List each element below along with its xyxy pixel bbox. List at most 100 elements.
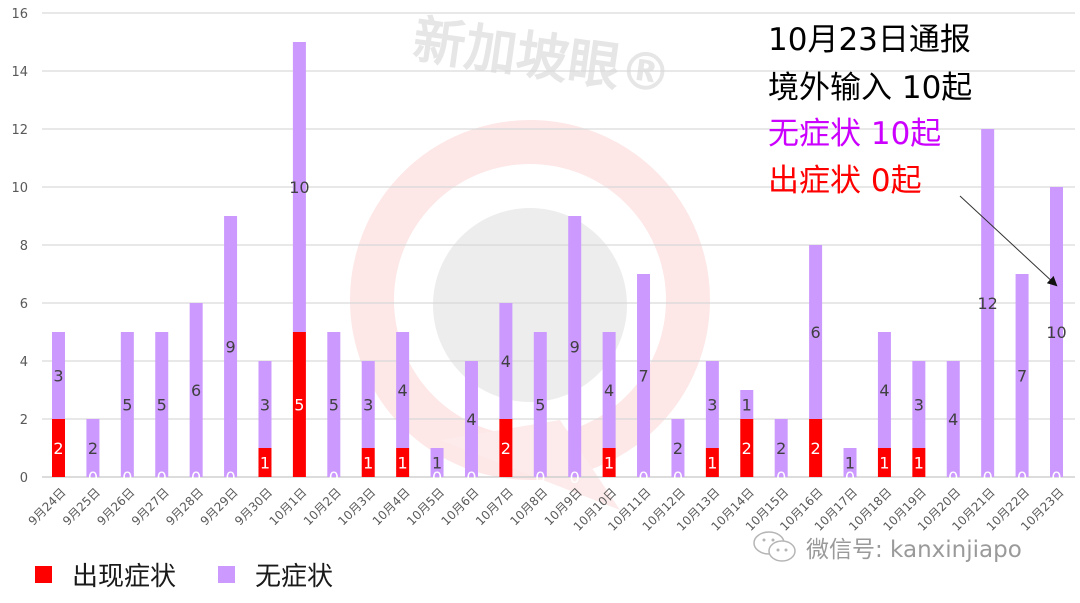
legend-item-symptomatic: 出现症状 [35, 556, 176, 593]
data-label-asymptomatic: 3 [914, 396, 924, 415]
data-label-asymptomatic: 9 [570, 338, 580, 357]
bar-symptomatic [396, 448, 410, 477]
bar-symptomatic [499, 419, 513, 477]
data-label-asymptomatic: 4 [501, 352, 511, 371]
data-label-symptomatic: 0 [638, 468, 648, 487]
bar-group: 05 [327, 332, 341, 487]
data-label-asymptomatic: 5 [122, 396, 132, 415]
bar-asymptomatic [671, 419, 685, 477]
data-label-asymptomatic: 2 [673, 439, 683, 458]
x-axis: 9月24日9月25日9月26日9月27日9月28日9月29日9月30日10月1日… [26, 485, 1067, 533]
bar-group: 06 [189, 303, 203, 487]
bar-asymptomatic [464, 361, 478, 477]
bar-asymptomatic [602, 332, 616, 448]
data-label-symptomatic: 1 [398, 454, 408, 473]
bar-group: 05 [533, 332, 547, 487]
bar-asymptomatic [877, 332, 891, 448]
bar-asymptomatic [843, 448, 857, 477]
data-label-asymptomatic: 3 [707, 396, 717, 415]
data-label-symptomatic: 0 [983, 468, 993, 487]
bar-group: 21 [740, 390, 754, 477]
data-label-symptomatic: 0 [776, 468, 786, 487]
bar-group: 02 [671, 419, 685, 487]
y-tick-label: 2 [20, 413, 28, 428]
data-label-asymptomatic: 3 [363, 396, 373, 415]
y-tick-label: 12 [11, 123, 28, 138]
data-label-asymptomatic: 6 [191, 381, 201, 400]
data-label-asymptomatic: 1 [742, 396, 752, 415]
bar-asymptomatic [120, 332, 134, 477]
data-label-symptomatic: 0 [570, 468, 580, 487]
bar-asymptomatic [637, 274, 651, 477]
annotation-title: 10月23日通报 [768, 22, 971, 58]
y-tick-label: 4 [20, 355, 28, 370]
data-label-asymptomatic: 4 [466, 410, 476, 429]
data-label-asymptomatic: 3 [260, 396, 270, 415]
bar-symptomatic [258, 448, 272, 477]
bar-asymptomatic [809, 245, 823, 419]
bar-group: 13 [705, 361, 719, 477]
bar-group: 05 [120, 332, 134, 487]
y-tick-label: 0 [20, 471, 28, 486]
bar-group: 04 [464, 361, 478, 487]
bar-asymptomatic [981, 129, 995, 477]
bar-symptomatic [52, 419, 65, 477]
y-tick-label: 6 [20, 297, 28, 312]
bar-group: 05 [155, 332, 169, 487]
legend-label-asymptomatic: 无症状 [255, 562, 334, 592]
bar-asymptomatic [946, 361, 960, 477]
data-label-symptomatic: 0 [845, 468, 855, 487]
data-label-symptomatic: 1 [914, 454, 924, 473]
data-label-symptomatic: 1 [879, 454, 889, 473]
legend-label-symptomatic: 出现症状 [72, 562, 177, 592]
data-label-asymptomatic: 4 [398, 381, 408, 400]
data-label-asymptomatic: 9 [225, 338, 235, 357]
bar-symptomatic [912, 448, 926, 477]
data-label-asymptomatic: 7 [1017, 367, 1027, 386]
y-tick-label: 16 [11, 7, 28, 22]
data-label-symptomatic: 2 [811, 439, 821, 458]
y-axis: 0 2 4 6 8 10 12 14 16 [11, 7, 28, 486]
y-tick-label: 8 [20, 239, 28, 254]
bar-group: 01 [843, 448, 857, 487]
bar-group: 5 10 [289, 42, 310, 477]
annotation-symptomatic: 出症状 0起 [768, 163, 922, 199]
legend-swatch-purple-icon [218, 566, 236, 583]
data-label-symptomatic: 0 [88, 468, 98, 487]
legend-item-asymptomatic: 无症状 [218, 556, 333, 593]
annotation-imported: 境外输入 10起 [768, 70, 973, 106]
bar-group: 23 [52, 332, 65, 477]
bar-group: 14 [396, 332, 410, 477]
data-label-symptomatic: 2 [501, 439, 511, 458]
bar-asymptomatic [774, 419, 788, 477]
data-label-asymptomatic: 5 [535, 396, 545, 415]
data-label-symptomatic: 0 [225, 468, 235, 487]
bar-asymptomatic [52, 332, 65, 419]
wechat-icon [753, 531, 796, 562]
data-label-symptomatic: 1 [707, 454, 717, 473]
bar-group: 13 [912, 361, 926, 477]
bar-group: 24 [499, 303, 513, 477]
bar-group: 02 [774, 419, 788, 487]
bar-asymptomatic [1050, 187, 1063, 477]
bar-group: 01 [430, 448, 444, 487]
bar-symptomatic [602, 448, 616, 477]
bar-asymptomatic [912, 361, 926, 448]
bar-asymptomatic [224, 216, 238, 477]
y-tick-label: 10 [11, 181, 28, 196]
data-label-asymptomatic: 2 [88, 439, 98, 458]
bar-symptomatic [361, 448, 375, 477]
data-label-asymptomatic: 4 [604, 381, 614, 400]
legend: 出现症状 无症状 [35, 556, 375, 593]
bar-group: 09 [568, 216, 582, 487]
bar-group: 09 [224, 216, 238, 487]
data-label-asymptomatic: 3 [53, 367, 63, 386]
data-label-symptomatic: 0 [191, 468, 201, 487]
y-tick-label: 14 [11, 65, 28, 80]
data-label-symptomatic: 0 [1051, 468, 1061, 487]
bar-group: 26 [809, 245, 823, 477]
data-label-symptomatic: 0 [673, 468, 683, 487]
data-label-asymptomatic: 7 [638, 367, 648, 386]
